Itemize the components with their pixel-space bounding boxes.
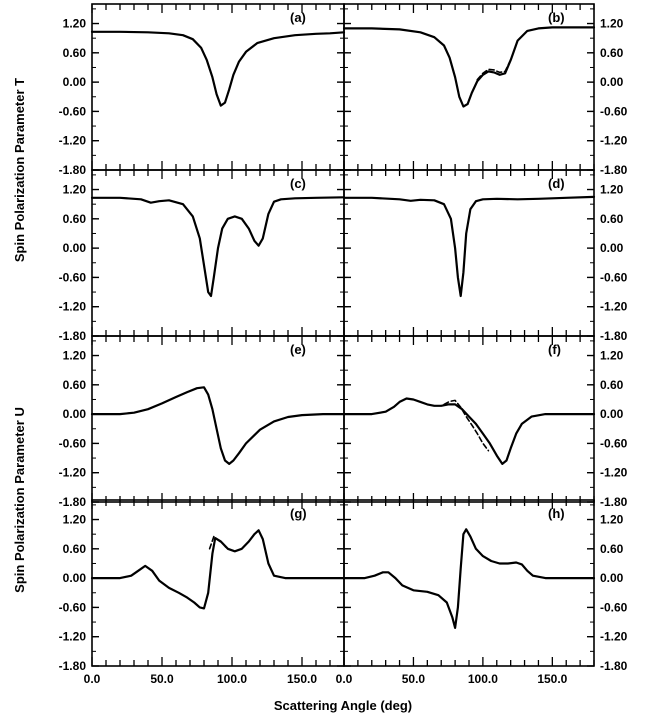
x-tick-label: 0.0: [84, 672, 101, 686]
solid-curve: [92, 530, 344, 608]
x-axis-title: Scattering Angle (deg): [274, 698, 412, 713]
y-tick-label: -1.20: [59, 630, 87, 644]
y-tick-label: 1.20: [600, 513, 624, 527]
panel-label: (h): [548, 506, 565, 521]
solid-curve: [344, 197, 594, 296]
y-tick-label: -0.60: [600, 436, 628, 450]
y-tick-label: 1.20: [63, 349, 87, 363]
y-tick-label: -0.60: [59, 270, 87, 284]
panel-label: (b): [548, 10, 565, 25]
panel-label: (a): [290, 10, 306, 25]
y-tick-label: 0.60: [63, 46, 87, 60]
y-tick-label: -1.80: [600, 659, 628, 673]
y-tick-label: -0.60: [59, 436, 87, 450]
panel-frame: [344, 336, 594, 502]
y-tick-label: -0.60: [59, 104, 87, 118]
y-tick-label: 1.20: [600, 183, 624, 197]
y-tick-label: -1.20: [600, 134, 628, 148]
y-tick-label: -1.20: [600, 630, 628, 644]
y-tick-label: 1.20: [600, 349, 624, 363]
panel-frame: [344, 170, 594, 336]
x-tick-label: 50.0: [402, 672, 426, 686]
dashed-curve: [444, 400, 488, 450]
y-tick-label: 1.20: [63, 183, 87, 197]
y-tick-label: 0.00: [600, 75, 624, 89]
solid-curve: [344, 27, 594, 106]
y-tick-label: -1.20: [59, 134, 87, 148]
y-tick-label: -1.80: [600, 329, 628, 343]
x-tick-label: 150.0: [287, 672, 317, 686]
x-tick-label: 100.0: [217, 672, 247, 686]
y-tick-label: -1.20: [600, 466, 628, 480]
x-tick-label: 50.0: [150, 672, 174, 686]
x-tick-label: 150.0: [537, 672, 567, 686]
y-tick-label: -1.80: [600, 495, 628, 509]
y-tick-label: 0.60: [600, 46, 624, 60]
y-tick-label: -1.80: [59, 163, 87, 177]
y-tick-label: 0.60: [63, 212, 87, 226]
y-tick-label: 0.00: [600, 571, 624, 585]
y-tick-label: 0.60: [63, 378, 87, 392]
solid-curve: [92, 197, 344, 296]
y-tick-label: -1.80: [59, 659, 87, 673]
y-tick-label: -1.20: [59, 466, 87, 480]
y-tick-label: 0.60: [600, 378, 624, 392]
y-tick-label: 0.00: [63, 241, 87, 255]
solid-curve: [344, 399, 594, 464]
data-curves: [92, 27, 594, 628]
y-tick-label: 0.00: [63, 75, 87, 89]
y-tick-label: 1.20: [63, 17, 87, 31]
y-tick-label: -1.20: [59, 300, 87, 314]
panel-frame: [92, 500, 344, 666]
solid-curve: [92, 387, 344, 464]
panel-frame: [92, 336, 344, 502]
x-tick-label: 0.0: [336, 672, 353, 686]
y-axis-title-top: Spin Polarization Parameter T: [12, 78, 27, 262]
y-tick-label: 0.00: [600, 407, 624, 421]
solid-curve: [92, 32, 344, 106]
panel-label: (g): [290, 506, 307, 521]
x-tick-label: 100.0: [468, 672, 498, 686]
y-tick-label: 1.20: [63, 513, 87, 527]
panel-frame: [92, 4, 344, 170]
y-tick-label: 0.00: [63, 407, 87, 421]
y-tick-label: 0.00: [63, 571, 87, 585]
dashed-curve: [210, 537, 227, 549]
panel-label: (f): [548, 342, 561, 357]
y-tick-label: 0.60: [600, 212, 624, 226]
y-tick-label: -1.80: [59, 329, 87, 343]
panel-frame: [344, 500, 594, 666]
y-tick-label: -0.60: [59, 600, 87, 614]
y-tick-label: -1.80: [600, 163, 628, 177]
solid-curve: [344, 529, 594, 628]
y-tick-label: -0.60: [600, 270, 628, 284]
y-tick-label: 0.60: [600, 542, 624, 556]
axis-ticks: [92, 4, 594, 666]
y-tick-label: 0.60: [63, 542, 87, 556]
y-tick-label: -0.60: [600, 600, 628, 614]
panel-label: (e): [290, 342, 306, 357]
y-tick-label: -1.80: [59, 495, 87, 509]
y-tick-label: 0.00: [600, 241, 624, 255]
y-axis-title-bottom: Spin Polarization Parameter U: [12, 407, 27, 593]
y-tick-label: -0.60: [600, 104, 628, 118]
panel-label: (d): [548, 176, 565, 191]
panel-label: (c): [290, 176, 306, 191]
panel-frames: [92, 4, 594, 666]
y-tick-label: 1.20: [600, 17, 624, 31]
y-tick-label: -1.20: [600, 300, 628, 314]
